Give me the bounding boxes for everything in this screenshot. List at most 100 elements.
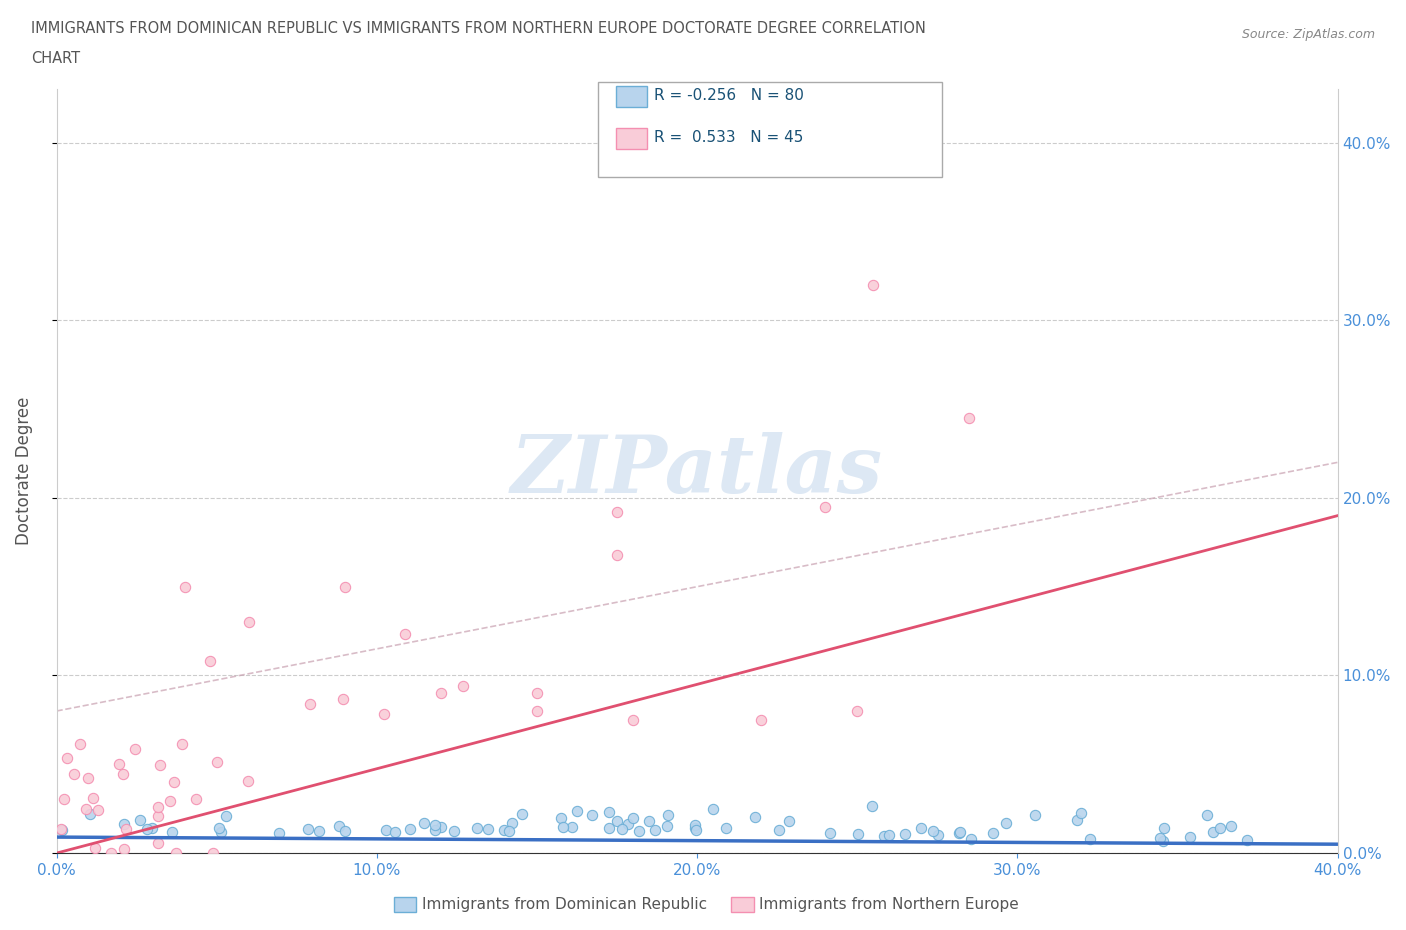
Point (398, 821, 420, 836)
Point (56, 751, 79, 765)
Point (846, 704, 869, 719)
Point (526, 704, 548, 719)
Point (82, 791, 104, 806)
Point (598, 804, 620, 819)
Point (873, 829, 896, 844)
Text: R =  0.533   N = 45: R = 0.533 N = 45 (654, 130, 803, 145)
Point (77, 770, 100, 785)
Text: Immigrants from Northern Europe: Immigrants from Northern Europe (759, 897, 1019, 912)
Point (107, 756, 129, 771)
Point (655, 819, 678, 834)
Point (384, 825, 406, 840)
Point (862, 277, 884, 292)
Point (846, 827, 869, 842)
Point (598, 820, 620, 835)
Point (423, 822, 446, 837)
Point (308, 824, 330, 839)
Point (616, 817, 638, 831)
Point (606, 814, 628, 829)
Point (146, 809, 169, 824)
Point (100, 845, 122, 860)
Point (638, 814, 661, 829)
Text: IMMIGRANTS FROM DOMINICAN REPUBLIC VS IMMIGRANTS FROM NORTHERN EUROPE DOCTORATE : IMMIGRANTS FROM DOMINICAN REPUBLIC VS IM… (31, 21, 925, 36)
Point (69, 737, 91, 751)
Point (186, 791, 208, 806)
Point (413, 816, 436, 830)
Point (112, 817, 135, 831)
Point (1152, 833, 1174, 848)
Point (768, 823, 790, 838)
Point (465, 820, 488, 835)
Point (1220, 818, 1243, 833)
Point (860, 799, 883, 814)
Point (1202, 824, 1225, 839)
Point (744, 810, 766, 825)
Point (148, 835, 170, 850)
Point (112, 841, 135, 856)
Point (160, 824, 183, 839)
Point (606, 505, 628, 520)
Point (165, 845, 187, 860)
Point (211, 825, 233, 840)
Point (298, 697, 321, 711)
Point (644, 823, 666, 838)
Point (333, 579, 356, 594)
Point (749, 712, 772, 727)
Point (75, 802, 97, 817)
Point (492, 822, 515, 837)
Point (922, 824, 945, 839)
Point (87, 803, 110, 817)
Point (146, 800, 169, 815)
Point (128, 812, 150, 827)
Point (201, 845, 224, 860)
Point (236, 774, 259, 789)
Point (83, 840, 105, 855)
Point (52, 791, 75, 806)
Point (553, 819, 575, 834)
Point (778, 814, 800, 829)
Point (1178, 830, 1201, 844)
Point (205, 754, 228, 769)
Point (1149, 830, 1171, 845)
Point (683, 820, 706, 835)
Point (477, 821, 499, 836)
Point (115, 822, 138, 837)
Point (430, 685, 453, 700)
Point (714, 820, 737, 835)
Point (610, 822, 633, 837)
Point (1236, 832, 1258, 847)
Point (927, 828, 949, 843)
Point (910, 820, 932, 835)
Point (328, 819, 350, 834)
Point (111, 767, 134, 782)
Text: ZIPatlas: ZIPatlas (510, 432, 883, 510)
Point (1153, 820, 1175, 835)
Point (959, 831, 981, 846)
Point (1024, 807, 1046, 822)
Point (1078, 831, 1101, 846)
Point (374, 822, 396, 837)
Point (335, 824, 357, 839)
Point (814, 499, 837, 514)
Y-axis label: Doctorate Degree: Doctorate Degree (15, 397, 32, 545)
Point (510, 806, 533, 821)
Point (51, 822, 73, 837)
Point (683, 817, 706, 832)
Point (1195, 808, 1218, 823)
Point (685, 823, 707, 838)
Point (981, 825, 1004, 840)
Point (818, 825, 841, 840)
Point (423, 817, 446, 832)
Point (628, 824, 651, 839)
Point (63, 766, 86, 781)
Point (948, 826, 970, 841)
Point (267, 826, 290, 841)
Point (1208, 820, 1230, 835)
Point (198, 654, 221, 669)
Point (49, 822, 72, 837)
Text: R = -0.256   N = 80: R = -0.256 N = 80 (654, 88, 804, 103)
Text: CHART: CHART (31, 51, 80, 66)
Point (567, 804, 589, 818)
Point (163, 775, 186, 790)
Point (297, 821, 319, 836)
